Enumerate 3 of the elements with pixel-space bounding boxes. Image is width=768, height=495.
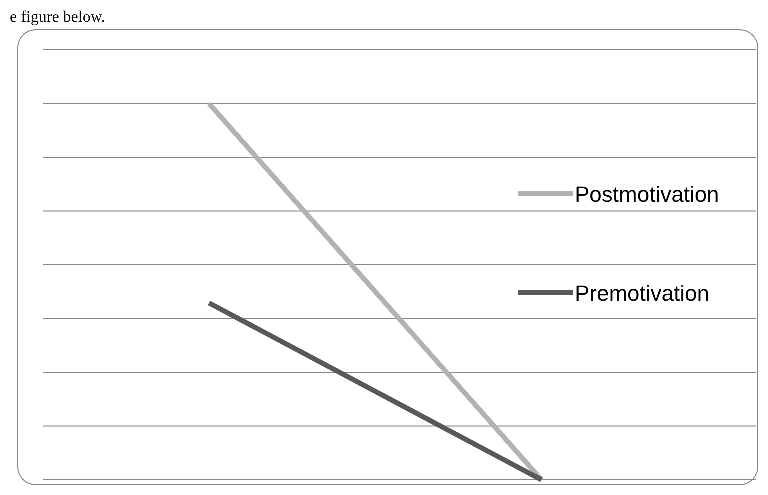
- text: e figure below.: [10, 9, 106, 26]
- legend-label: Premotivation: [575, 281, 710, 306]
- legend-label: Postmotivation: [575, 182, 720, 207]
